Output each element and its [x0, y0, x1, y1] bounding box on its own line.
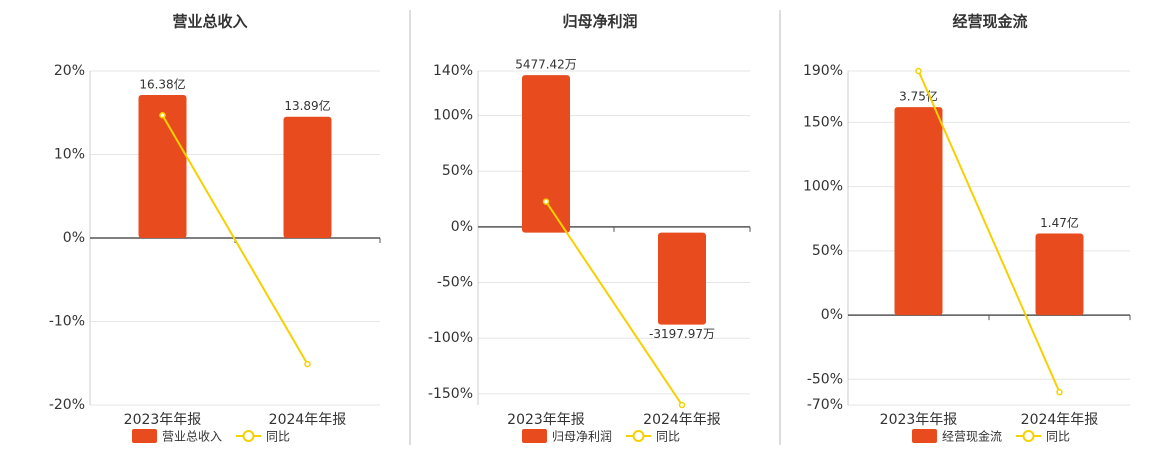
- bar: [894, 107, 943, 316]
- value-label: 13.89亿: [284, 98, 330, 113]
- legend-swatch: [1022, 430, 1035, 442]
- value-label: 1.47亿: [1040, 215, 1079, 230]
- y-tick-label: 50%: [442, 163, 473, 179]
- y-tick-label: -100%: [428, 330, 473, 346]
- line: [545, 201, 683, 406]
- point: [159, 112, 166, 119]
- point: [304, 360, 311, 368]
- y-tick-label: 20%: [54, 63, 85, 79]
- legend-label: 同比: [266, 430, 290, 444]
- y-tick-label: 0%: [63, 230, 85, 246]
- value-label: -3197.97万: [649, 327, 715, 341]
- legend-label: 营业总收入: [162, 430, 222, 444]
- chart-title: 归母净利润: [562, 13, 637, 31]
- x-tick-label: 2024年年报: [643, 412, 721, 428]
- y-tick-label: 100%: [433, 108, 473, 124]
- x-tick-label: 2023年年报: [880, 412, 958, 428]
- y-tick-label: 0%: [451, 219, 473, 235]
- bar: [522, 75, 570, 233]
- bar: [1035, 233, 1084, 316]
- y-tick-label: -10%: [49, 314, 85, 330]
- y-tick-label: 100%: [803, 179, 843, 195]
- legend-label: 经营现金流: [942, 429, 1002, 444]
- legend-swatch: [522, 429, 547, 443]
- x-tick-label: 2024年年报: [269, 412, 347, 428]
- legend-label: 同比: [1046, 430, 1070, 444]
- y-tick-label: 150%: [803, 114, 843, 130]
- y-tick-label: -70%: [807, 397, 843, 413]
- y-tick-label: 50%: [812, 243, 843, 259]
- y-tick-label: -50%: [437, 275, 473, 291]
- legend-swatch: [912, 429, 937, 443]
- y-tick-label: -150%: [428, 386, 473, 402]
- legend-label: 归母净利润: [552, 430, 612, 444]
- y-tick-label: 0%: [821, 307, 843, 323]
- value-label: 16.38亿: [139, 77, 185, 92]
- line: [161, 114, 309, 365]
- x-tick-label: 2023年年报: [124, 412, 202, 428]
- x-tick-label: 2024年年报: [1021, 412, 1099, 428]
- bar: [283, 116, 332, 238]
- y-tick-label: 140%: [433, 63, 473, 79]
- legend-swatch: [632, 430, 645, 442]
- y-tick-label: 190%: [803, 63, 843, 79]
- point: [1056, 388, 1063, 396]
- point: [542, 198, 550, 205]
- y-tick-label: -50%: [807, 371, 843, 387]
- legend-label: 同比: [656, 430, 680, 444]
- point: [915, 67, 922, 75]
- x-tick-label: 2023年年报: [507, 412, 585, 428]
- legend-swatch: [242, 430, 255, 442]
- value-label: 5477.42万: [515, 58, 577, 72]
- chart-title: 经营现金流: [952, 13, 1027, 31]
- legend-swatch: [132, 429, 157, 443]
- point: [678, 401, 686, 409]
- chart-title: 营业总收入: [172, 13, 247, 31]
- y-tick-label: -20%: [49, 397, 85, 413]
- bar: [658, 232, 706, 325]
- line: [917, 70, 1061, 393]
- bar: [138, 95, 187, 238]
- y-tick-label: 10%: [54, 147, 85, 163]
